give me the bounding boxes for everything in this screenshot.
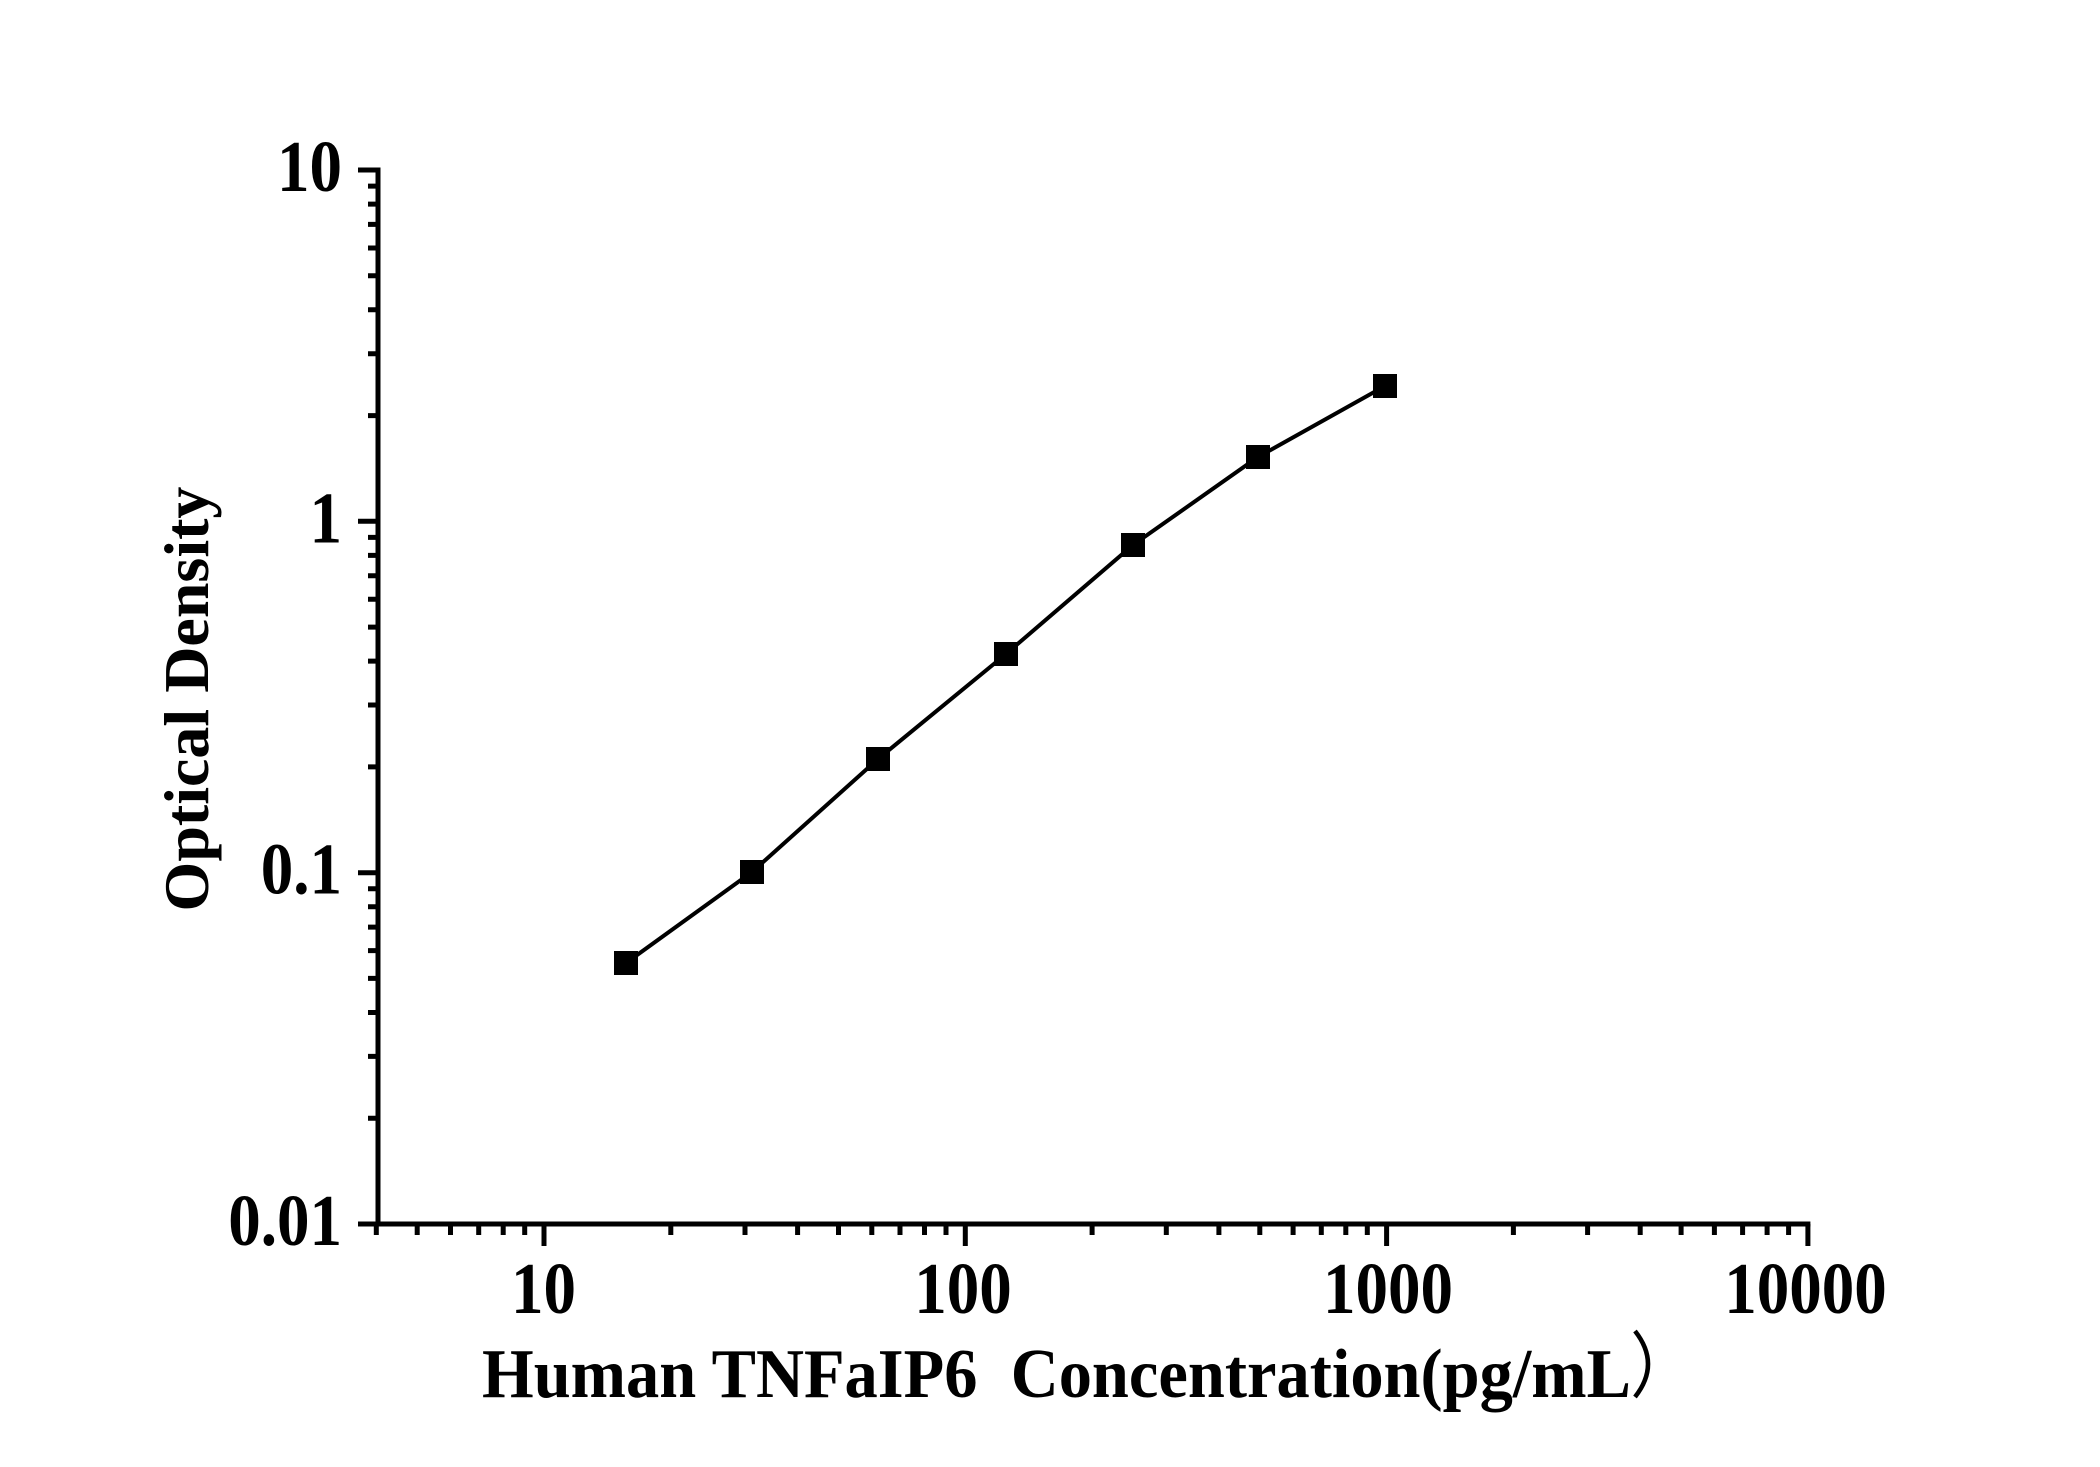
svg-text:Optical Density: Optical Density xyxy=(151,487,222,912)
svg-text:Human TNFaIP6 Concentration(p: Human TNFaIP6 Concentration(pg/mL xyxy=(482,1336,1631,1413)
svg-text:10: 10 xyxy=(277,127,342,207)
svg-text:100: 100 xyxy=(914,1249,1011,1329)
svg-text:10000: 10000 xyxy=(1724,1249,1886,1329)
svg-text:1: 1 xyxy=(310,478,342,558)
svg-text:0.01: 0.01 xyxy=(228,1181,342,1261)
svg-text:0.1: 0.1 xyxy=(261,829,342,909)
svg-text:1000: 1000 xyxy=(1323,1249,1453,1329)
svg-text:10: 10 xyxy=(511,1249,576,1329)
